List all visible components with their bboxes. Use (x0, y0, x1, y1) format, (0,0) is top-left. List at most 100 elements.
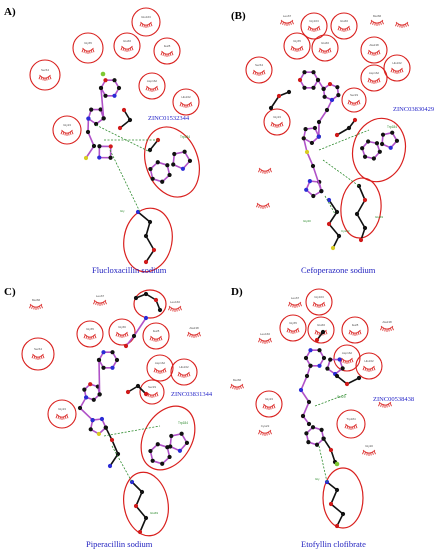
panel-c: C) Met66 Leu67 Leu160 Gly65 Gly66 Ile28 Ala138… (0, 276, 218, 551)
residue-circle (307, 316, 335, 344)
nitrogen-atom (143, 315, 149, 321)
residue-ellipse (340, 177, 382, 239)
hbond-residue-label: Gly20 (303, 219, 311, 223)
carbon-atom (169, 433, 174, 439)
nitrogen-atom (304, 187, 309, 192)
residue-label: Ser64 (41, 68, 49, 72)
carbon-atom (82, 387, 87, 392)
carbon-atom (98, 85, 104, 91)
residue-circle (139, 379, 165, 405)
residue-label: His162 (392, 61, 402, 65)
eyelash-arc (262, 403, 276, 410)
eyelash-arc (270, 121, 284, 128)
eyelash-arc (29, 303, 43, 310)
carbon-atom (157, 307, 163, 313)
residue-label: Gly65 (84, 41, 92, 45)
residue-ellipse (133, 289, 167, 319)
residue-circle (170, 358, 198, 386)
oxygen-atom (108, 144, 113, 149)
eyelash-arc (380, 325, 394, 332)
oxygen-atom (334, 523, 340, 529)
carbon-atom (390, 130, 395, 135)
oxygen-atom (109, 437, 115, 443)
ring-bonds (87, 108, 105, 125)
carbon-atom (306, 440, 311, 445)
residue-label: Ser29 (148, 385, 156, 389)
carbon-atom (91, 143, 97, 149)
hydrogen-bond-line (314, 393, 348, 407)
oxygen-atom (362, 197, 368, 203)
oxygen-atom (328, 447, 334, 453)
eyelash-arc (256, 202, 270, 209)
carbon-atom (308, 363, 313, 368)
carbon-atom (89, 107, 94, 112)
carbon-atom (336, 233, 342, 239)
residue-ellipse (322, 467, 364, 529)
panel-c-zinc-label: ZINC03831344 (171, 391, 213, 398)
carbon-atom (96, 357, 102, 363)
carbon-atom (310, 163, 316, 169)
nitrogen-atom (316, 134, 321, 139)
carbon-atom (268, 105, 274, 111)
nitrogen-atom (84, 395, 89, 400)
hbond-residue-label: Cys22 (341, 229, 350, 233)
residue-label: Ala138 (369, 43, 379, 47)
residue-label: Met66 (373, 14, 382, 18)
carbon-atom (320, 329, 326, 335)
carbon-atom (127, 117, 133, 123)
residue-circle (113, 32, 141, 60)
carbon-atom (171, 162, 176, 167)
bond-chain (125, 317, 147, 347)
hbond-residue-label: Trp184 (387, 125, 397, 129)
carbon-atom (311, 193, 316, 199)
residue-label: Gly65 (289, 321, 297, 325)
carbon-atom (371, 156, 376, 161)
carbon-atom (108, 155, 113, 160)
panel-d-label: D) (231, 286, 243, 298)
carbon-atom (374, 141, 380, 146)
residue-circle (300, 12, 328, 40)
carbon-atom (147, 219, 153, 225)
carbon-atom (303, 355, 309, 361)
oxygen-atom (123, 343, 129, 349)
nitrogen-atom (326, 197, 332, 203)
residue-circle (311, 34, 339, 62)
carbon-atom (160, 461, 165, 466)
oxygen-atom (344, 381, 350, 387)
residue-ellipse (123, 207, 173, 273)
eyelash-arc (31, 353, 45, 360)
hydrogen-bond-line (318, 129, 370, 151)
residue-circle (255, 390, 283, 418)
carbon-atom (184, 440, 190, 445)
panel-c-label: C) (4, 286, 16, 298)
carbon-atom (301, 136, 306, 141)
carbon-atom (362, 154, 368, 159)
carbon-atom (340, 366, 345, 371)
eyelash-arc (115, 331, 129, 338)
residue-circle (383, 54, 411, 82)
carbon-atom (340, 511, 346, 517)
ring-bonds (98, 351, 118, 369)
carbon-atom (148, 448, 153, 454)
residue-circle (333, 344, 361, 372)
residue-label: Glu66 (123, 39, 131, 43)
carbon-atom (135, 383, 141, 389)
eyelash-arc (153, 367, 167, 374)
hbond-residue-label: Trp184 (178, 421, 188, 425)
eyelash-arc (160, 50, 174, 57)
bond-chain (302, 138, 323, 192)
hydrogen-bond-line (103, 425, 161, 437)
residue-label: Asp162 (369, 71, 380, 75)
carbon-atom (116, 85, 122, 91)
eyelash-arc (307, 25, 321, 32)
carbon-atom (304, 431, 309, 436)
residue-circle (283, 32, 311, 60)
eyelash-arc (179, 101, 193, 108)
residue-label: His162 (181, 95, 191, 99)
eyelash-arc (395, 21, 409, 28)
nitrogen-atom (388, 145, 393, 150)
eyelash-arc (370, 19, 384, 26)
residue-circle (330, 12, 358, 40)
panel-b-zinc-label: ZINC03830429 (393, 106, 435, 113)
carbon-atom (346, 125, 352, 131)
